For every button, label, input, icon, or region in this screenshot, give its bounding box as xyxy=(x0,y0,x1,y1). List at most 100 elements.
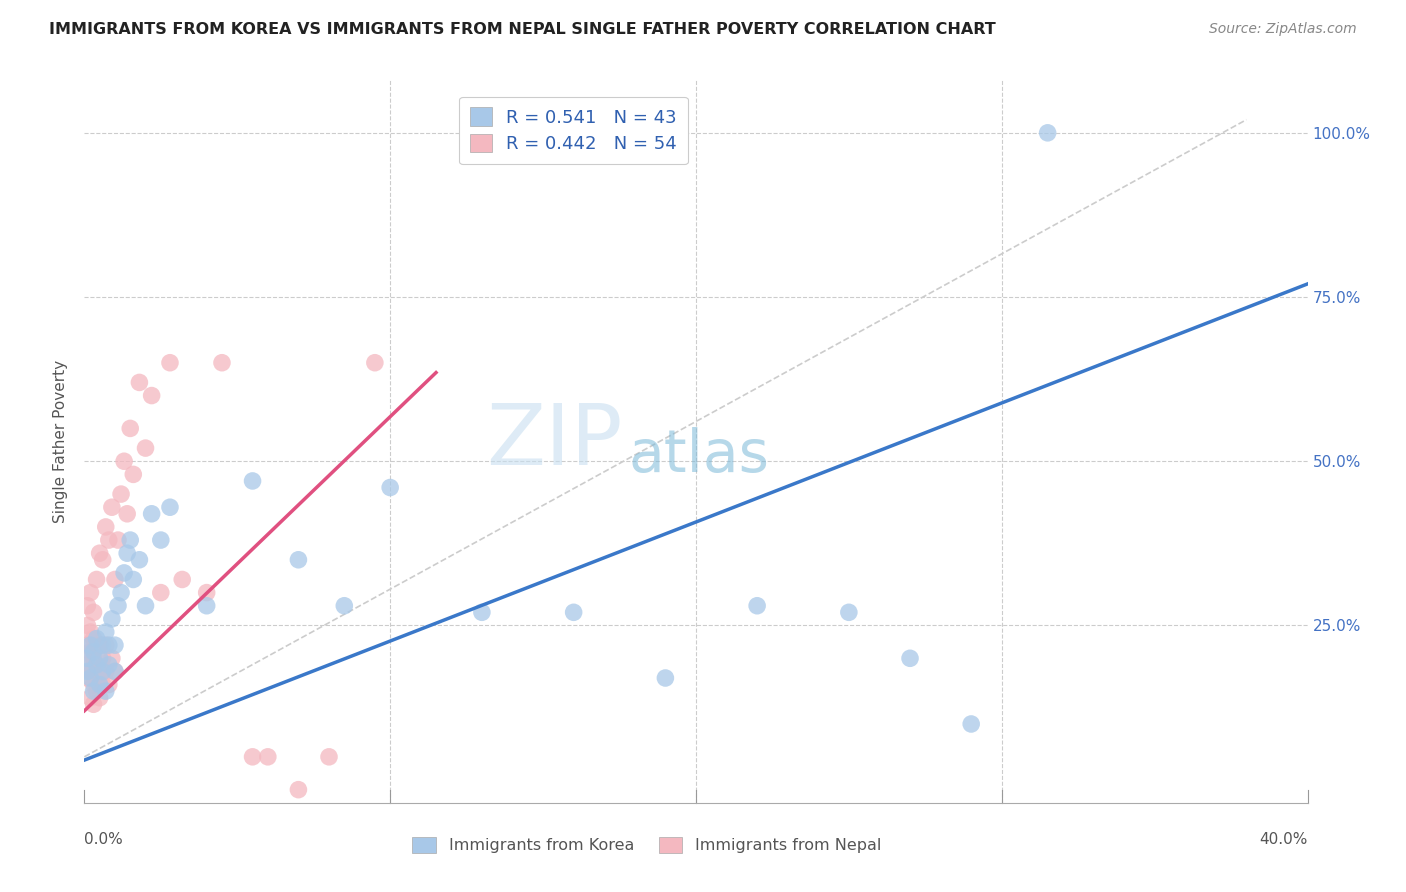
Point xyxy=(364,356,387,370)
Point xyxy=(380,481,402,495)
Point xyxy=(94,625,117,640)
Point xyxy=(76,665,98,679)
Point xyxy=(242,749,264,764)
Point xyxy=(149,533,172,547)
Point xyxy=(83,651,105,665)
Point xyxy=(83,684,105,698)
Point xyxy=(89,677,111,691)
Point xyxy=(471,605,494,619)
Point xyxy=(86,573,108,587)
Point xyxy=(110,487,132,501)
Point xyxy=(107,599,129,613)
Point xyxy=(960,717,983,731)
Point xyxy=(91,638,114,652)
Point xyxy=(94,520,117,534)
Point xyxy=(86,632,108,646)
Point xyxy=(83,645,105,659)
Point xyxy=(89,546,111,560)
Point xyxy=(79,638,101,652)
Point xyxy=(76,657,98,672)
Point xyxy=(79,585,101,599)
Point xyxy=(115,507,138,521)
Point xyxy=(257,749,280,764)
Point xyxy=(195,585,218,599)
Point xyxy=(76,651,98,665)
Y-axis label: Single Father Poverty: Single Father Poverty xyxy=(53,360,69,523)
Point xyxy=(112,566,135,580)
Point xyxy=(1036,126,1059,140)
Point xyxy=(141,507,163,521)
Text: 0.0%: 0.0% xyxy=(84,832,124,847)
Text: atlas: atlas xyxy=(628,427,769,484)
Point xyxy=(159,500,181,515)
Point xyxy=(104,665,127,679)
Point xyxy=(242,474,264,488)
Point xyxy=(120,421,142,435)
Point xyxy=(79,625,101,640)
Point xyxy=(195,599,218,613)
Point xyxy=(104,665,127,679)
Point xyxy=(91,651,114,665)
Point xyxy=(101,500,124,515)
Point xyxy=(159,356,181,370)
Point xyxy=(128,376,150,390)
Point xyxy=(97,638,120,652)
Point xyxy=(120,533,142,547)
Point xyxy=(104,573,127,587)
Point xyxy=(79,665,101,679)
Text: ZIP: ZIP xyxy=(486,400,623,483)
Point xyxy=(83,605,105,619)
Point xyxy=(104,638,127,652)
Point xyxy=(101,651,124,665)
Point xyxy=(86,638,108,652)
Point xyxy=(94,665,117,679)
Point xyxy=(110,585,132,599)
Point xyxy=(91,553,114,567)
Point xyxy=(97,533,120,547)
Point xyxy=(747,599,769,613)
Point xyxy=(91,665,114,679)
Text: 40.0%: 40.0% xyxy=(1260,832,1308,847)
Point xyxy=(211,356,233,370)
Point xyxy=(115,546,138,560)
Point xyxy=(149,585,172,599)
Point xyxy=(122,467,145,482)
Legend: Immigrants from Korea, Immigrants from Nepal: Immigrants from Korea, Immigrants from N… xyxy=(406,830,889,860)
Point xyxy=(141,388,163,402)
Point xyxy=(333,599,356,613)
Point xyxy=(94,638,117,652)
Point xyxy=(654,671,676,685)
Point xyxy=(97,677,120,691)
Point xyxy=(89,665,111,679)
Point xyxy=(287,553,309,567)
Point xyxy=(122,573,145,587)
Point xyxy=(83,677,105,691)
Point xyxy=(79,645,101,659)
Point xyxy=(94,684,117,698)
Point xyxy=(128,553,150,567)
Point xyxy=(86,657,108,672)
Point xyxy=(318,749,340,764)
Point xyxy=(135,599,157,613)
Point xyxy=(89,690,111,705)
Point xyxy=(898,651,921,665)
Point xyxy=(562,605,585,619)
Point xyxy=(76,671,98,685)
Point xyxy=(86,684,108,698)
Point xyxy=(838,605,860,619)
Point xyxy=(107,533,129,547)
Point xyxy=(97,657,120,672)
Point xyxy=(76,599,98,613)
Point xyxy=(172,573,194,587)
Point xyxy=(79,671,101,685)
Text: IMMIGRANTS FROM KOREA VS IMMIGRANTS FROM NEPAL SINGLE FATHER POVERTY CORRELATION: IMMIGRANTS FROM KOREA VS IMMIGRANTS FROM… xyxy=(49,22,995,37)
Point xyxy=(83,632,105,646)
Point xyxy=(89,651,111,665)
Text: Source: ZipAtlas.com: Source: ZipAtlas.com xyxy=(1209,22,1357,37)
Point xyxy=(89,638,111,652)
Point xyxy=(112,454,135,468)
Point xyxy=(86,657,108,672)
Point xyxy=(79,690,101,705)
Point xyxy=(135,441,157,455)
Point xyxy=(101,612,124,626)
